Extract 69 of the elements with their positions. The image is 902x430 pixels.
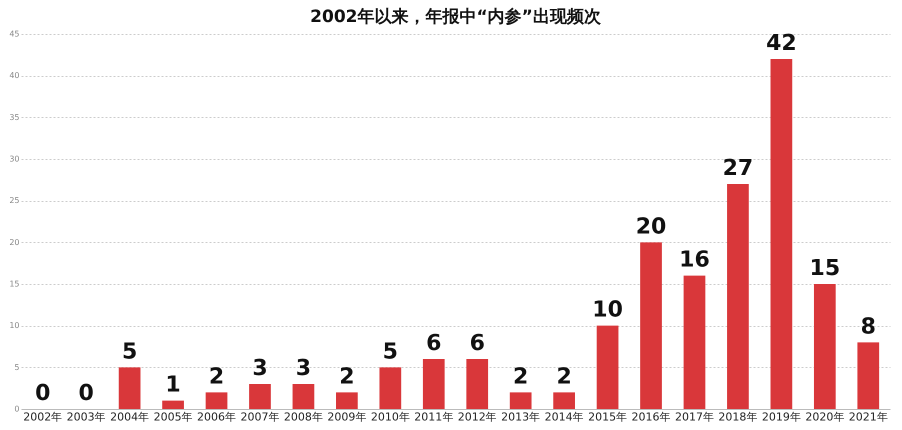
bar <box>292 384 314 409</box>
x-tick-label: 2010年 <box>370 410 410 424</box>
data-label: 16 <box>679 248 710 273</box>
bar <box>640 242 662 409</box>
y-tick-label: 15 <box>9 280 20 288</box>
data-label: 3 <box>296 356 312 381</box>
x-tick-label: 2015年 <box>588 410 628 424</box>
data-label: 2 <box>208 364 224 390</box>
data-label: 8 <box>860 314 876 340</box>
x-tick-label: 2009年 <box>327 410 366 424</box>
chart-title: 2002年以来，年报中“内参”出现频次 <box>310 7 602 27</box>
x-tick-label: 2021年 <box>848 410 888 424</box>
data-label: 15 <box>810 256 840 281</box>
bar <box>118 367 140 409</box>
x-tick-label: 2012年 <box>458 410 497 424</box>
bar <box>379 367 402 409</box>
data-label: 6 <box>470 331 485 356</box>
bar <box>684 276 706 409</box>
bar <box>249 384 271 409</box>
y-tick-label: 20 <box>9 238 20 247</box>
y-tick-label: 10 <box>9 321 20 330</box>
x-tick-label: 2004年 <box>110 410 150 424</box>
data-label: 2 <box>556 364 572 390</box>
bar <box>422 359 445 409</box>
x-tick-label: 2003年 <box>66 410 106 424</box>
y-tick-label: 35 <box>9 112 20 122</box>
bar <box>336 392 358 409</box>
data-label: 2 <box>339 364 355 390</box>
x-tick-label: 2020年 <box>805 410 844 424</box>
data-label: 2 <box>513 364 528 390</box>
bar <box>770 59 792 409</box>
bar <box>510 392 532 409</box>
x-tick-label: 2008年 <box>284 410 323 424</box>
y-tick-label: 5 <box>14 362 20 372</box>
bar <box>466 359 488 409</box>
y-tick-label: 0 <box>14 404 20 414</box>
data-label: 0 <box>78 381 94 406</box>
x-tick-label: 2005年 <box>154 410 193 424</box>
y-tick-label: 25 <box>9 196 20 206</box>
data-label: 27 <box>722 156 754 181</box>
bar <box>596 326 618 409</box>
data-label: 42 <box>766 31 797 56</box>
x-tick-label: 2002年 <box>23 410 62 424</box>
data-label: 20 <box>636 214 666 240</box>
x-tick-label: 2016年 <box>632 410 671 424</box>
x-tick-label: 2018年 <box>718 410 758 424</box>
bar <box>553 392 575 409</box>
data-label: 0 <box>35 381 50 406</box>
data-label: 6 <box>426 331 442 356</box>
bar <box>814 284 836 409</box>
bar <box>206 392 228 409</box>
x-tick-label: 2014年 <box>544 410 584 424</box>
x-tick-label: 2007年 <box>240 410 280 424</box>
x-tick-label: 2011年 <box>414 410 454 424</box>
data-label: 5 <box>382 339 398 364</box>
data-label: 1 <box>165 372 181 398</box>
x-tick-label: 2019年 <box>762 410 801 424</box>
data-label: 3 <box>252 356 268 381</box>
y-tick-label: 45 <box>9 30 20 38</box>
y-tick-label: 30 <box>9 154 20 164</box>
x-tick-label: 2006年 <box>197 410 236 424</box>
bar <box>162 400 184 409</box>
x-tick-label: 2013年 <box>501 410 540 424</box>
data-label: 10 <box>592 298 623 323</box>
x-tick-label: 2017年 <box>674 410 714 424</box>
data-label: 5 <box>122 339 138 364</box>
bar <box>857 342 880 409</box>
bar <box>727 184 749 409</box>
y-tick-label: 40 <box>9 71 20 80</box>
